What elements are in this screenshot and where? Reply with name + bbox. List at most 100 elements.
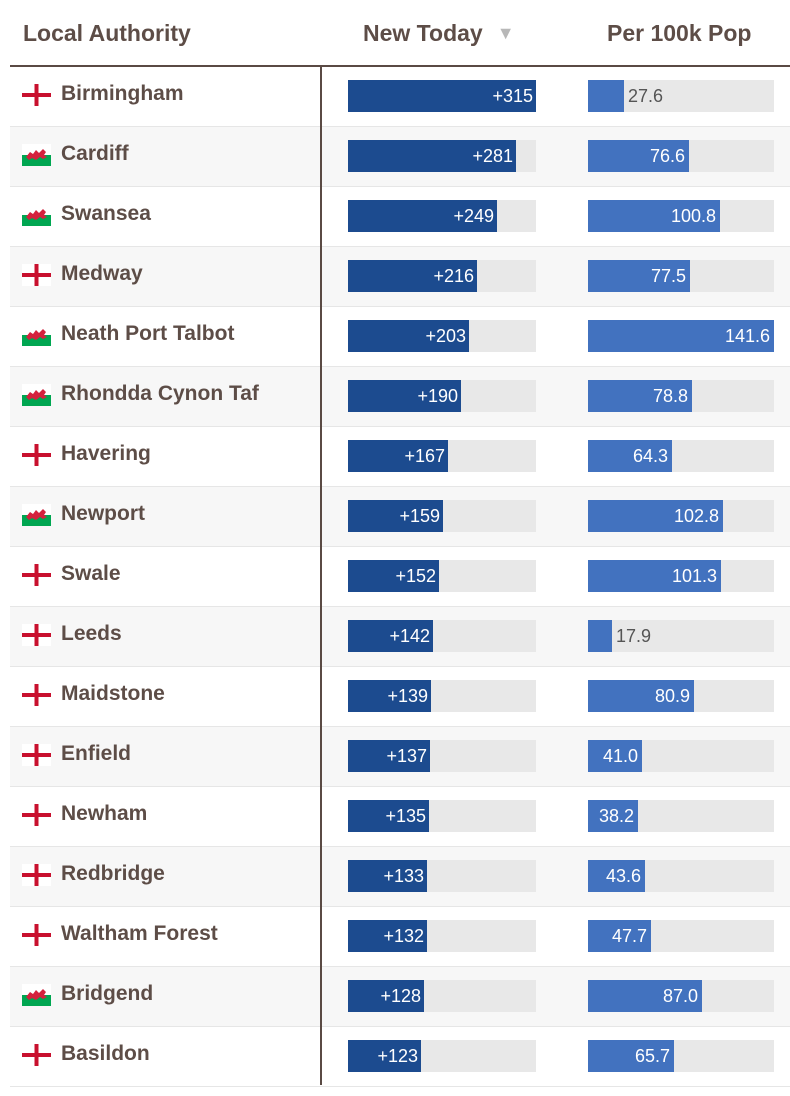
per-100k-value: 102.8 [673,506,719,526]
authority-name: Medway [61,262,143,285]
new-today-bar [348,680,431,712]
wales-flag-icon [22,324,51,346]
per-100k-bar-track: 141.6 [588,320,774,352]
new-today-bar [348,980,424,1012]
new-today-bar-track: +139 [348,680,536,712]
per-100k-bar-track: 100.8 [588,200,774,232]
new-today-value: +123 [377,1046,418,1066]
new-today-bar-track: +249 [348,200,536,232]
per-100k-bar [588,620,612,652]
new-today-value: +190 [417,386,458,406]
per-100k-value: 43.6 [605,866,641,886]
table-row[interactable]: Newham +135 38.2 [10,787,790,847]
new-today-value: +133 [383,866,424,886]
new-today-value: +142 [389,626,430,646]
table-row[interactable]: Rhondda Cynon Taf +190 78.8 [10,367,790,427]
new-today-bar [348,620,433,652]
new-today-bar-track: +203 [348,320,536,352]
per-100k-bar [588,200,720,232]
authority-name: Neath Port Talbot [61,322,235,345]
table-row[interactable]: Waltham Forest +132 47.7 [10,907,790,967]
new-today-value: +203 [425,326,466,346]
per-100k-value: 64.3 [632,446,668,466]
per-100k-bar [588,320,774,352]
per-100k-value: 38.2 [598,806,634,826]
england-flag-icon [22,564,51,586]
per-100k-bar-track: 77.5 [588,260,774,292]
per-100k-bar [588,680,694,712]
new-today-bar-track: +123 [348,1040,536,1072]
england-flag-icon [22,684,51,706]
table-row[interactable]: Newport +159 102.8 [10,487,790,547]
new-today-bar-track: +128 [348,980,536,1012]
england-flag-icon [22,1044,51,1066]
per-100k-bar [588,500,723,532]
wales-flag-icon [22,384,51,406]
per-100k-value: 17.9 [616,626,652,646]
table-row[interactable]: Bridgend +128 87.0 [10,967,790,1027]
england-flag-icon [22,744,51,766]
per-100k-value: 76.6 [649,146,685,166]
england-flag-icon [22,864,51,886]
authority-name: Havering [61,442,151,465]
table-row[interactable]: Neath Port Talbot +203 141.6 [10,307,790,367]
table-row[interactable]: Maidstone +139 80.9 [10,667,790,727]
new-today-value: +281 [472,146,513,166]
new-today-value: +137 [386,746,427,766]
column-header-new-today[interactable]: New Today ▼ [363,20,515,47]
per-100k-bar [588,140,689,172]
new-today-value: +152 [395,566,436,586]
per-100k-bar-track: 47.7 [588,920,774,952]
table-row[interactable]: Leeds +142 17.9 [10,607,790,667]
table-row[interactable]: Havering +167 64.3 [10,427,790,487]
table-row[interactable]: Medway +216 77.5 [10,247,790,307]
table-row[interactable]: Swansea +249 100.8 [10,187,790,247]
per-100k-value: 65.7 [634,1046,670,1066]
column-header-new-today-label: New Today [363,20,483,46]
authority-name: Rhondda Cynon Taf [61,382,259,405]
column-divider [320,65,322,1085]
per-100k-bar-track: 80.9 [588,680,774,712]
column-header-per-100k[interactable]: Per 100k Pop [607,20,752,46]
new-today-bar [348,140,516,172]
table-row[interactable]: Swale +152 101.3 [10,547,790,607]
per-100k-value: 47.7 [611,926,647,946]
local-authority-table: Local Authority New Today ▼ Per 100k Pop… [10,0,790,1087]
per-100k-bar-track: 43.6 [588,860,774,892]
new-today-bar [348,80,536,112]
table-row[interactable]: Basildon +123 65.7 [10,1027,790,1087]
per-100k-bar [588,440,672,472]
column-header-local-authority[interactable]: Local Authority [23,20,191,46]
per-100k-bar [588,740,642,772]
table-row[interactable]: Birmingham +315 27.6 [10,67,790,127]
new-today-bar-track: +137 [348,740,536,772]
per-100k-bar-track: 38.2 [588,800,774,832]
table-row[interactable]: Enfield +137 41.0 [10,727,790,787]
per-100k-value: 141.6 [724,326,770,346]
new-today-bar-track: +190 [348,380,536,412]
per-100k-bar [588,380,692,412]
per-100k-bar-track: 76.6 [588,140,774,172]
new-today-bar-track: +132 [348,920,536,952]
per-100k-value: 78.8 [652,386,688,406]
new-today-bar-track: +135 [348,800,536,832]
per-100k-bar [588,860,645,892]
per-100k-bar-track: 102.8 [588,500,774,532]
table-row[interactable]: Redbridge +133 43.6 [10,847,790,907]
wales-flag-icon [22,144,51,166]
per-100k-bar [588,80,624,112]
authority-name: Newham [61,802,148,825]
per-100k-bar-track: 27.6 [588,80,774,112]
per-100k-bar-track: 41.0 [588,740,774,772]
england-flag-icon [22,804,51,826]
new-today-value: +135 [385,806,426,826]
table-header: Local Authority New Today ▼ Per 100k Pop [10,0,790,67]
authority-name: Cardiff [61,142,129,165]
new-today-bar [348,1040,421,1072]
new-today-bar-track: +167 [348,440,536,472]
table-row[interactable]: Cardiff +281 76.6 [10,127,790,187]
new-today-bar [348,560,439,592]
sort-descending-icon[interactable]: ▼ [496,23,515,43]
authority-name: Redbridge [61,862,165,885]
new-today-value: +167 [404,446,445,466]
